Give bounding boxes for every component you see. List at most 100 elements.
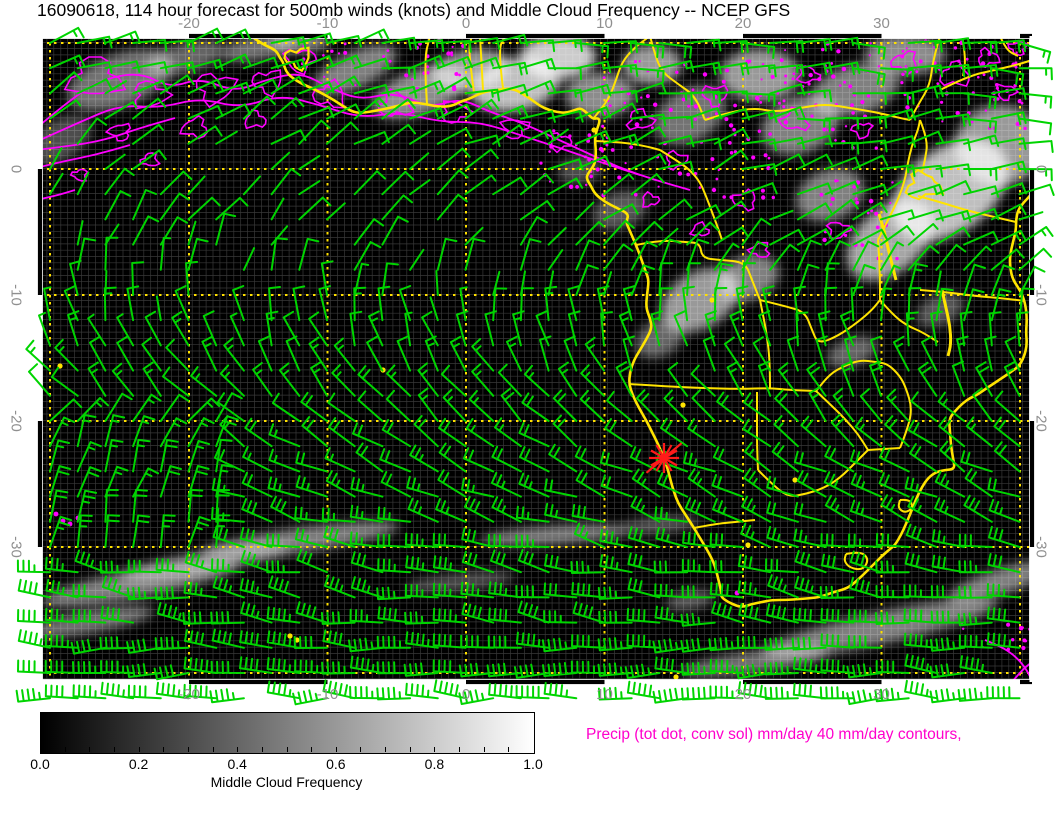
precip-dot — [693, 104, 699, 109]
wind-barb — [471, 363, 495, 397]
wind-barb — [737, 580, 772, 599]
wind-barb — [366, 335, 384, 372]
wind-barb — [917, 361, 938, 397]
wind-barb — [292, 285, 306, 322]
wind-barb — [686, 221, 720, 246]
precip-dot — [987, 52, 992, 56]
wind-barb — [461, 527, 495, 548]
wind-barb — [930, 610, 966, 624]
precip-contour-band — [984, 639, 1032, 682]
wind-barb — [793, 528, 827, 548]
precip-dot — [634, 122, 640, 127]
wind-barb — [575, 130, 612, 145]
precip-dot — [860, 100, 865, 105]
colorbar-minor-tick — [187, 747, 189, 752]
wind-barb — [875, 532, 910, 548]
x-axis-tick-label: 0 — [461, 686, 471, 703]
wind-barb — [658, 227, 679, 246]
wind-barb — [462, 447, 495, 473]
precip-dot — [728, 123, 734, 128]
precip-contour-loop — [311, 78, 344, 109]
wind-barb — [187, 516, 211, 548]
precip-dot — [450, 51, 454, 55]
frame-segment-top — [40, 33, 189, 39]
wind-barb — [910, 391, 938, 422]
wind-barb — [929, 688, 966, 704]
precip-dot — [702, 72, 708, 77]
wind-barb — [630, 240, 658, 271]
wind-barb — [905, 523, 938, 548]
wind-barb — [320, 260, 334, 296]
wind-barb — [183, 580, 218, 599]
precip-dot — [941, 120, 944, 123]
precip-dot — [629, 145, 634, 150]
wind-barb — [846, 663, 882, 679]
wind-barb — [963, 208, 1000, 221]
wind-barb — [72, 583, 107, 599]
wind-barb — [930, 585, 966, 599]
wind-barb — [663, 389, 689, 422]
wind-barb — [435, 498, 467, 523]
precip-dot — [382, 55, 386, 58]
wind-barb — [219, 415, 245, 448]
wind-barb — [557, 361, 578, 397]
x-axis-tick-label: -10 — [316, 686, 339, 703]
country-border — [592, 36, 651, 120]
wind-barb — [766, 475, 799, 498]
wind-barb — [603, 173, 635, 196]
wind-barb — [575, 201, 595, 221]
wind-barb — [490, 549, 522, 574]
precip-dot — [675, 70, 679, 75]
wind-barb — [45, 578, 79, 599]
wind-barb — [202, 310, 218, 347]
precip-dot — [784, 74, 788, 78]
wind-barb — [187, 104, 224, 120]
wind-barb — [573, 522, 605, 548]
wind-barb — [515, 534, 550, 548]
wind-barb — [211, 477, 245, 498]
wind-barb — [904, 653, 938, 674]
wind-barb — [17, 609, 51, 624]
cloud-frequency-colorbar — [40, 712, 535, 754]
precip-dot — [783, 120, 788, 125]
wind-barb — [187, 237, 209, 271]
wind-barb — [972, 387, 993, 422]
wind-barb — [575, 155, 612, 170]
wind-barb — [1018, 168, 1053, 182]
wind-barb — [630, 221, 664, 246]
wind-barb — [513, 663, 550, 679]
wind-barb — [242, 95, 276, 120]
wind-barb — [519, 446, 550, 473]
wind-barb — [741, 92, 776, 107]
wind-barb — [517, 549, 550, 574]
wind-barb — [488, 607, 522, 624]
wind-barb — [552, 414, 578, 448]
wind-barb — [521, 392, 550, 422]
wind-barb — [773, 415, 799, 448]
wind-barb — [654, 605, 689, 624]
wind-barb — [331, 364, 356, 397]
wind-barb — [381, 123, 416, 145]
wind-barb — [409, 179, 431, 196]
wind-barb — [711, 601, 744, 624]
wind-barb — [43, 286, 52, 322]
wind-barb — [460, 634, 495, 649]
wind-barb — [819, 686, 855, 700]
precip-dot — [587, 133, 592, 138]
colorbar-minor-tick — [360, 747, 362, 752]
wind-barb — [574, 445, 605, 473]
wind-barb — [603, 203, 639, 221]
wind-barb — [239, 578, 273, 599]
wind-barb — [398, 285, 412, 322]
wind-barb — [216, 392, 245, 422]
precip-dot — [829, 203, 833, 206]
wind-barb — [242, 175, 261, 196]
cloud-blob — [480, 524, 630, 546]
precip-dot — [855, 200, 860, 205]
wind-barb — [349, 655, 384, 674]
wind-barb — [796, 263, 820, 296]
wind-barb — [939, 440, 966, 473]
precip-contour-loop — [825, 221, 853, 240]
wind-barb — [658, 198, 693, 221]
wind-barb — [806, 362, 827, 397]
